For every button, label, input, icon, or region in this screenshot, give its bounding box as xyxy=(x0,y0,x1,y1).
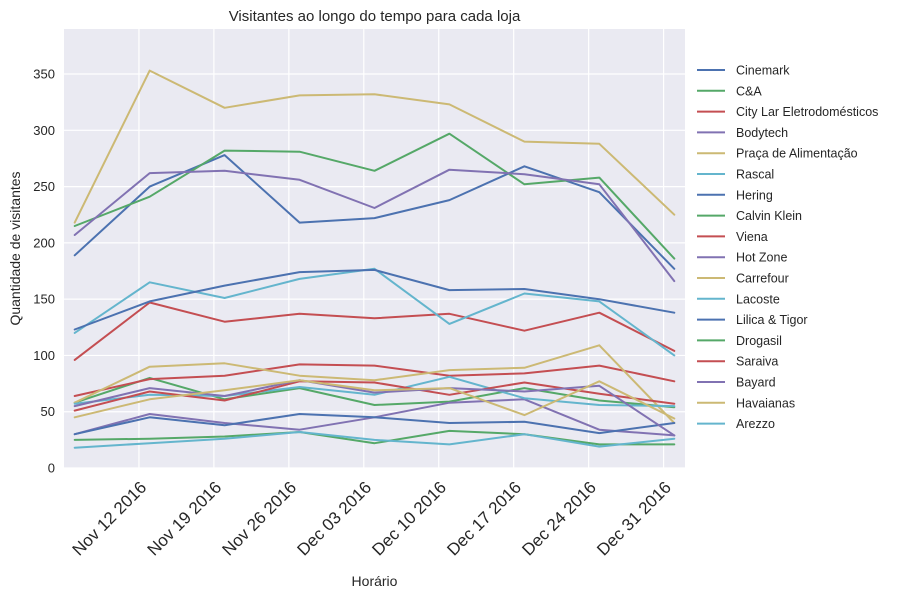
series-line xyxy=(73,69,676,224)
legend-entry: Saraiva xyxy=(736,355,778,369)
legend-entry: Cinemark xyxy=(736,64,790,78)
series-line xyxy=(73,154,676,270)
chart-title: Visitantes ao longo do tempo para cada l… xyxy=(229,8,521,25)
legend-entry: Bodytech xyxy=(736,126,788,140)
legend-entry: City Lar Eletrodomésticos xyxy=(736,105,878,119)
legend-entry: Lacoste xyxy=(736,292,780,306)
legend-entry: Havaianas xyxy=(736,396,795,410)
series-line xyxy=(73,380,676,412)
legend-entry: Hot Zone xyxy=(736,251,787,265)
series-line xyxy=(73,376,676,409)
legend-entry: Bayard xyxy=(736,376,776,390)
series-line xyxy=(73,344,676,424)
series-line xyxy=(73,132,676,260)
series-line xyxy=(73,413,676,436)
y-tick-label: 100 xyxy=(33,348,55,363)
legend-entry: Rascal xyxy=(736,168,774,182)
legend-entry: Arezzo xyxy=(736,417,775,431)
series-line xyxy=(73,301,676,361)
series-line xyxy=(73,363,676,397)
series-line xyxy=(73,267,676,357)
legend-entry: C&A xyxy=(736,84,762,98)
legend-entry: Carrefour xyxy=(736,272,789,286)
y-tick-label: 350 xyxy=(33,67,55,82)
y-tick-label: 250 xyxy=(33,179,55,194)
y-axis-label: Quantidade de visitantes xyxy=(7,171,23,325)
legend-entry: Drogasil xyxy=(736,334,782,348)
series-line xyxy=(73,379,676,437)
legend-entry: Hering xyxy=(736,188,773,202)
y-tick-label: 200 xyxy=(33,235,55,250)
y-axis: 0 50 100 150 200 250 300 350 xyxy=(33,67,55,476)
y-tick-label: 300 xyxy=(33,123,55,138)
legend-entry: Praça de Alimentação xyxy=(736,147,858,161)
series-line xyxy=(73,168,676,283)
series-line xyxy=(73,431,676,449)
y-tick-label: 150 xyxy=(33,292,55,307)
legend: Cinemark C&A City Lar Eletrodomésticos Body… xyxy=(697,64,878,431)
legend-entry: Calvin Klein xyxy=(736,209,802,223)
x-axis-label: Horário xyxy=(352,573,398,589)
y-tick-label: 50 xyxy=(41,404,55,419)
legend-entry: Viena xyxy=(736,230,768,244)
legend-entry: Lilica & Tigor xyxy=(736,313,808,327)
y-tick-label: 0 xyxy=(48,461,55,476)
series-line xyxy=(73,429,676,446)
series-line xyxy=(73,379,676,420)
series-lines xyxy=(73,69,676,449)
series-line xyxy=(73,268,676,331)
